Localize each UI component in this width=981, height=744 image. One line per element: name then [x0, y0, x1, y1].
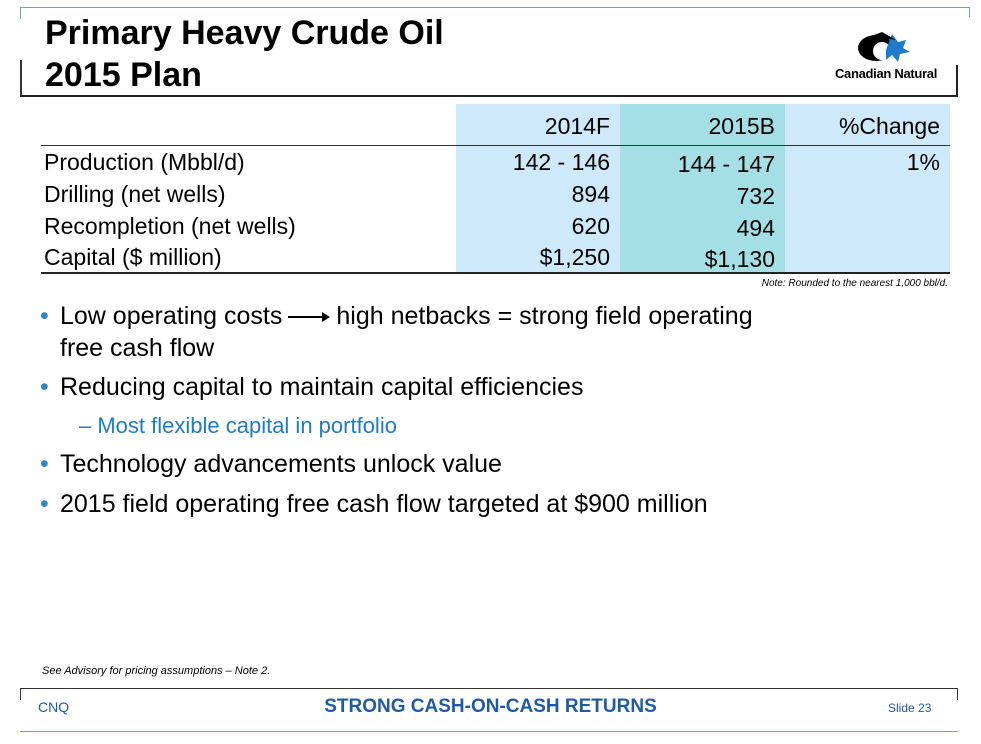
company-logo: Canadian Natural — [826, 24, 946, 84]
header-2014f: 2014F — [544, 113, 610, 139]
cell-recompletion-2014: 620 — [571, 213, 610, 239]
cell-production-2015: 144 - 147 — [677, 151, 775, 177]
table-note: Note: Rounded to the nearest 1,000 bbl/d… — [761, 278, 948, 289]
frame-right-tick — [969, 7, 970, 17]
row-label-production: Production (Mbbl/d) — [44, 149, 245, 175]
cell-recompletion-2015: 494 — [736, 215, 775, 241]
footer-left-tick — [20, 688, 21, 700]
title-line-2: 2015 Plan — [45, 56, 202, 94]
table-header-rule — [41, 145, 950, 146]
title-rule-left — [20, 60, 22, 96]
row-label-capital: Capital ($ million) — [44, 244, 222, 270]
cell-drilling-2015: 732 — [736, 183, 775, 209]
cell-drilling-2014: 894 — [571, 181, 610, 207]
bullet-1-line-2: free cash flow — [60, 334, 215, 362]
row-label-recompletion: Recompletion (net wells) — [44, 213, 296, 239]
cell-capital-2015: $1,130 — [704, 246, 775, 272]
bullet-marker: • — [40, 450, 49, 478]
bullet-marker: • — [40, 302, 49, 330]
maple-drop-icon — [858, 32, 910, 62]
frame-top-line — [20, 7, 969, 8]
cell-production-2014: 142 - 146 — [512, 149, 610, 175]
logo-text: Canadian Natural — [834, 66, 938, 81]
cell-production-change: 1% — [906, 149, 940, 175]
sub-bullet-2: – Most flexible capital in portfolio — [79, 413, 397, 438]
slide-title: Primary Heavy Crude Oil 2015 Plan — [45, 12, 444, 96]
title-rule-right — [956, 65, 958, 96]
footer-right-tick — [957, 688, 958, 700]
footer-rule — [20, 688, 958, 689]
advisory-note: See Advisory for pricing assumptions – N… — [42, 665, 271, 677]
bullet-4-text: 2015 field operating free cash flow targ… — [60, 490, 708, 518]
header-change: %Change — [838, 113, 940, 139]
bullet-item-4: • 2015 field operating free cash flow tar… — [40, 488, 708, 520]
frame-left-tick — [20, 7, 21, 19]
cell-capital-2014: $1,250 — [539, 244, 610, 270]
footer-bottom-line — [20, 731, 958, 732]
title-line-1: Primary Heavy Crude Oil — [45, 14, 444, 52]
header-2015b: 2015B — [708, 113, 775, 139]
bullet-1-text-b: high netbacks = strong field operating — [336, 302, 753, 330]
slide-number: Slide 23 — [888, 701, 932, 715]
bullet-1-text-a: Low operating costs — [60, 302, 283, 330]
column-band-change — [785, 104, 950, 272]
table-footer-rule — [41, 272, 950, 274]
column-band-2015b — [620, 104, 785, 272]
footer-ticker: CNQ — [38, 699, 70, 715]
row-label-drilling: Drilling (net wells) — [44, 181, 226, 207]
title-underline — [20, 95, 958, 97]
bullet-2-text: Reducing capital to maintain capital eff… — [60, 373, 584, 401]
bullet-item-3: • Technology advancements unlock value — [40, 448, 502, 480]
bullet-marker: • — [40, 373, 49, 401]
right-arrow-icon — [288, 312, 331, 323]
footer-tagline: STRONG CASH-ON-CASH RETURNS — [324, 696, 657, 717]
column-band-2014f — [456, 104, 620, 272]
bullet-marker: • — [40, 490, 49, 518]
bullet-3-text: Technology advancements unlock value — [60, 450, 502, 478]
bullet-item-2: • Reducing capital to maintain capital ef… — [40, 371, 583, 403]
bullet-item-1: • Low operating costs high netbacks = stro… — [40, 300, 753, 364]
